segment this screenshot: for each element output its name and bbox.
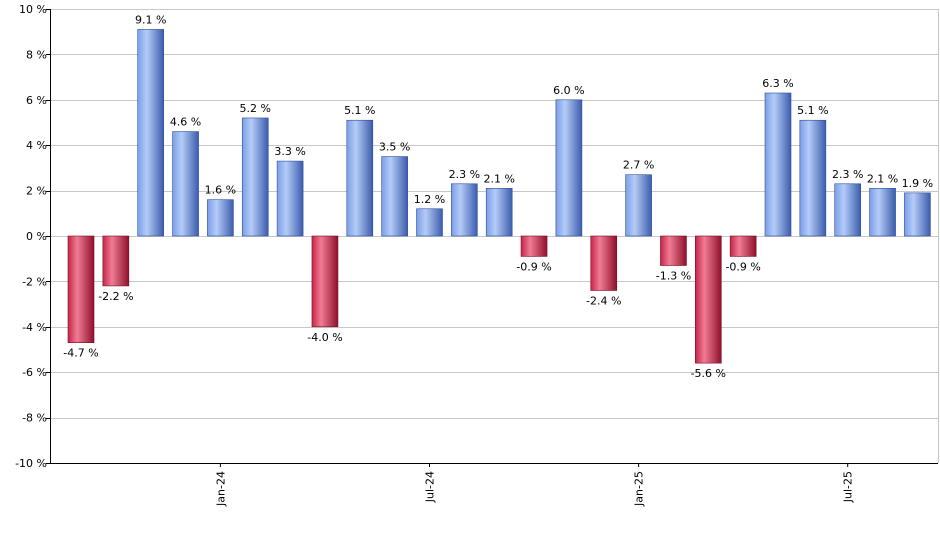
bar-value-label: -4.7 %	[63, 347, 98, 360]
bar-value-label: 2.1 %	[483, 172, 514, 185]
bar-positive	[625, 174, 652, 237]
x-tick-label: Jan-24	[214, 471, 227, 507]
bar-negative	[590, 235, 618, 291]
bar-positive	[346, 119, 374, 237]
bar-value-label: -4.0 %	[307, 331, 342, 344]
data-labels: -4.7 % -2.2 % 9.1 % 4.6 % 1.6 % 5.2 % 3.3 % -4.…	[63, 13, 933, 380]
bar-positive	[799, 119, 827, 237]
bar-positive	[555, 99, 583, 237]
axes: 10 % 8 % 6 % 4 % 2 % 0 % -2 % -4 % -6 % -8 % -10 %…	[15, 3, 938, 507]
bar-value-label: 5.2 %	[240, 102, 271, 115]
x-tick-label: Jul-25	[842, 471, 855, 503]
bars	[67, 29, 931, 364]
x-tick-label: Jul-24	[424, 471, 437, 503]
bar-negative	[694, 235, 722, 364]
bar-positive	[137, 29, 164, 237]
bar-value-label: -2.4 %	[586, 294, 621, 307]
y-tick-label: 10 %	[19, 3, 47, 16]
bar-value-label: 4.6 %	[170, 116, 201, 129]
y-tick-label: 4 %	[26, 139, 47, 152]
x-tick-label: Jan-25	[633, 471, 646, 507]
bar-negative	[311, 235, 339, 328]
y-tick-label: -2 %	[22, 275, 47, 288]
bar-positive	[381, 156, 408, 237]
bar-value-label: 2.7 %	[623, 159, 654, 172]
y-tick-label: 0 %	[26, 230, 47, 243]
y-tick-label: 6 %	[26, 94, 47, 107]
bar-value-label: 5.1 %	[344, 104, 375, 117]
bar-value-label: 1.9 %	[902, 177, 933, 190]
bar-value-label: 5.1 %	[797, 104, 828, 117]
bar-positive	[451, 183, 478, 237]
bar-value-label: 6.0 %	[553, 84, 584, 97]
bar-value-label: -1.3 %	[656, 270, 691, 283]
bar-value-label: 1.6 %	[205, 184, 236, 197]
bar-negative	[102, 235, 130, 287]
bar-positive	[416, 208, 443, 237]
y-tick-label: -6 %	[22, 366, 47, 379]
bar-value-label: 9.1 %	[135, 13, 166, 26]
bar-positive	[869, 188, 896, 237]
bar-value-label: 2.1 %	[867, 172, 898, 185]
bar-value-label: 2.3 %	[449, 168, 480, 181]
bar-value-label: -0.9 %	[516, 260, 551, 273]
bar-value-label: 3.5 %	[379, 141, 410, 154]
y-tick-label: -8 %	[22, 412, 47, 425]
bar-positive	[834, 183, 862, 237]
bar-positive	[172, 131, 199, 237]
y-tick-label: 2 %	[26, 185, 47, 198]
bar-negative	[67, 235, 95, 343]
bar-value-label: -2.2 %	[98, 290, 133, 303]
bar-value-label: 2.3 %	[832, 168, 863, 181]
bar-positive	[241, 117, 269, 237]
bar-positive	[207, 199, 234, 237]
bar-value-label: 1.2 %	[414, 193, 445, 206]
bar-negative	[520, 235, 548, 257]
bar-value-label: -0.9 %	[725, 260, 760, 273]
bar-value-label: -5.6 %	[691, 367, 726, 380]
bar-positive	[485, 188, 513, 237]
bar-positive	[904, 192, 931, 237]
bar-value-label: 3.3 %	[274, 145, 305, 158]
bar-positive	[764, 92, 792, 237]
bar-value-label: 6.3 %	[762, 77, 793, 90]
bar-negative	[660, 235, 687, 266]
y-tick-label: 8 %	[26, 48, 47, 61]
bar-negative	[729, 235, 757, 257]
y-tick-label: -10 %	[15, 457, 47, 470]
bar-positive	[276, 160, 304, 237]
y-tick-label: -4 %	[22, 321, 47, 334]
